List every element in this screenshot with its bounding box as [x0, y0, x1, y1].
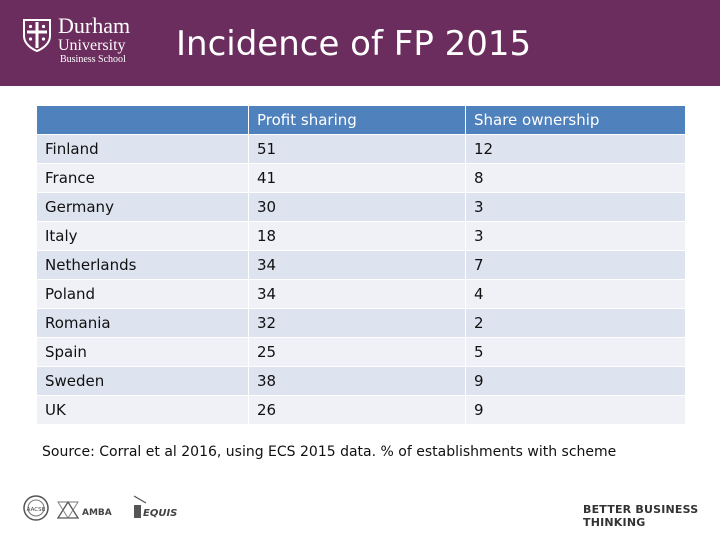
header-share-ownership: Share ownership	[465, 105, 686, 135]
table-row: Netherlands 34 7	[36, 250, 686, 280]
table-row: Finland 51 12	[36, 134, 686, 164]
share-ownership-cell: 3	[465, 192, 686, 222]
country-cell: Spain	[36, 337, 249, 367]
country-cell: Poland	[36, 279, 249, 309]
profit-sharing-cell: 34	[248, 250, 466, 280]
share-ownership-cell: 9	[465, 395, 686, 425]
country-cell: Netherlands	[36, 250, 249, 280]
page-title: Incidence of FP 2015	[176, 24, 532, 64]
table-row: Sweden 38 9	[36, 366, 686, 396]
crest-icon	[23, 19, 51, 52]
country-cell: France	[36, 163, 249, 193]
table-header-row: Profit sharing Share ownership	[36, 105, 686, 135]
equis-logo: EQUIS	[133, 495, 177, 519]
profit-sharing-cell: 38	[248, 366, 466, 396]
profit-sharing-cell: 32	[248, 308, 466, 338]
profit-sharing-cell: 51	[248, 134, 466, 164]
table-row: Germany 30 3	[36, 192, 686, 222]
logo-school: Business School	[60, 54, 126, 65]
table-row: Poland 34 4	[36, 279, 686, 309]
country-cell: Finland	[36, 134, 249, 164]
profit-sharing-cell: 34	[248, 279, 466, 309]
equis-label: EQUIS	[143, 508, 177, 519]
header-country	[36, 105, 249, 135]
country-cell: Sweden	[36, 366, 249, 396]
table-row: France 41 8	[36, 163, 686, 193]
profit-sharing-cell: 26	[248, 395, 466, 425]
logo-university: University	[58, 37, 126, 54]
country-cell: Germany	[36, 192, 249, 222]
aacsb-label: AACSB	[27, 507, 46, 513]
country-cell: Romania	[36, 308, 249, 338]
tagline: BETTER BUSINESS THINKING	[583, 503, 699, 529]
header-profit-sharing: Profit sharing	[248, 105, 466, 135]
logo-name: Durham	[58, 13, 131, 38]
amba-label: AMBA	[82, 508, 112, 518]
aacsb-logo: AACSB	[23, 495, 49, 521]
share-ownership-cell: 8	[465, 163, 686, 193]
country-cell: Italy	[36, 221, 249, 251]
share-ownership-cell: 7	[465, 250, 686, 280]
profit-sharing-cell: 30	[248, 192, 466, 222]
share-ownership-cell: 5	[465, 337, 686, 367]
table-row: UK 26 9	[36, 395, 686, 425]
amba-logo: AMBA	[56, 500, 112, 519]
share-ownership-cell: 4	[465, 279, 686, 309]
table-row: Spain 25 5	[36, 337, 686, 367]
share-ownership-cell: 2	[465, 308, 686, 338]
header-bar: Durham University Business School Incide…	[0, 0, 720, 86]
durham-logo: Durham University Business School	[22, 14, 172, 70]
accreditation-logos: AACSB AMBA EQUIS	[23, 495, 177, 521]
share-ownership-cell: 3	[465, 221, 686, 251]
country-cell: UK	[36, 395, 249, 425]
table-row: Romania 32 2	[36, 308, 686, 338]
share-ownership-cell: 12	[465, 134, 686, 164]
table-row: Italy 18 3	[36, 221, 686, 251]
profit-sharing-cell: 18	[248, 221, 466, 251]
profit-sharing-cell: 25	[248, 337, 466, 367]
fp-incidence-table: Profit sharing Share ownership Finland 5…	[36, 105, 686, 425]
share-ownership-cell: 9	[465, 366, 686, 396]
profit-sharing-cell: 41	[248, 163, 466, 193]
source-note: Source: Corral et al 2016, using ECS 201…	[42, 444, 617, 460]
